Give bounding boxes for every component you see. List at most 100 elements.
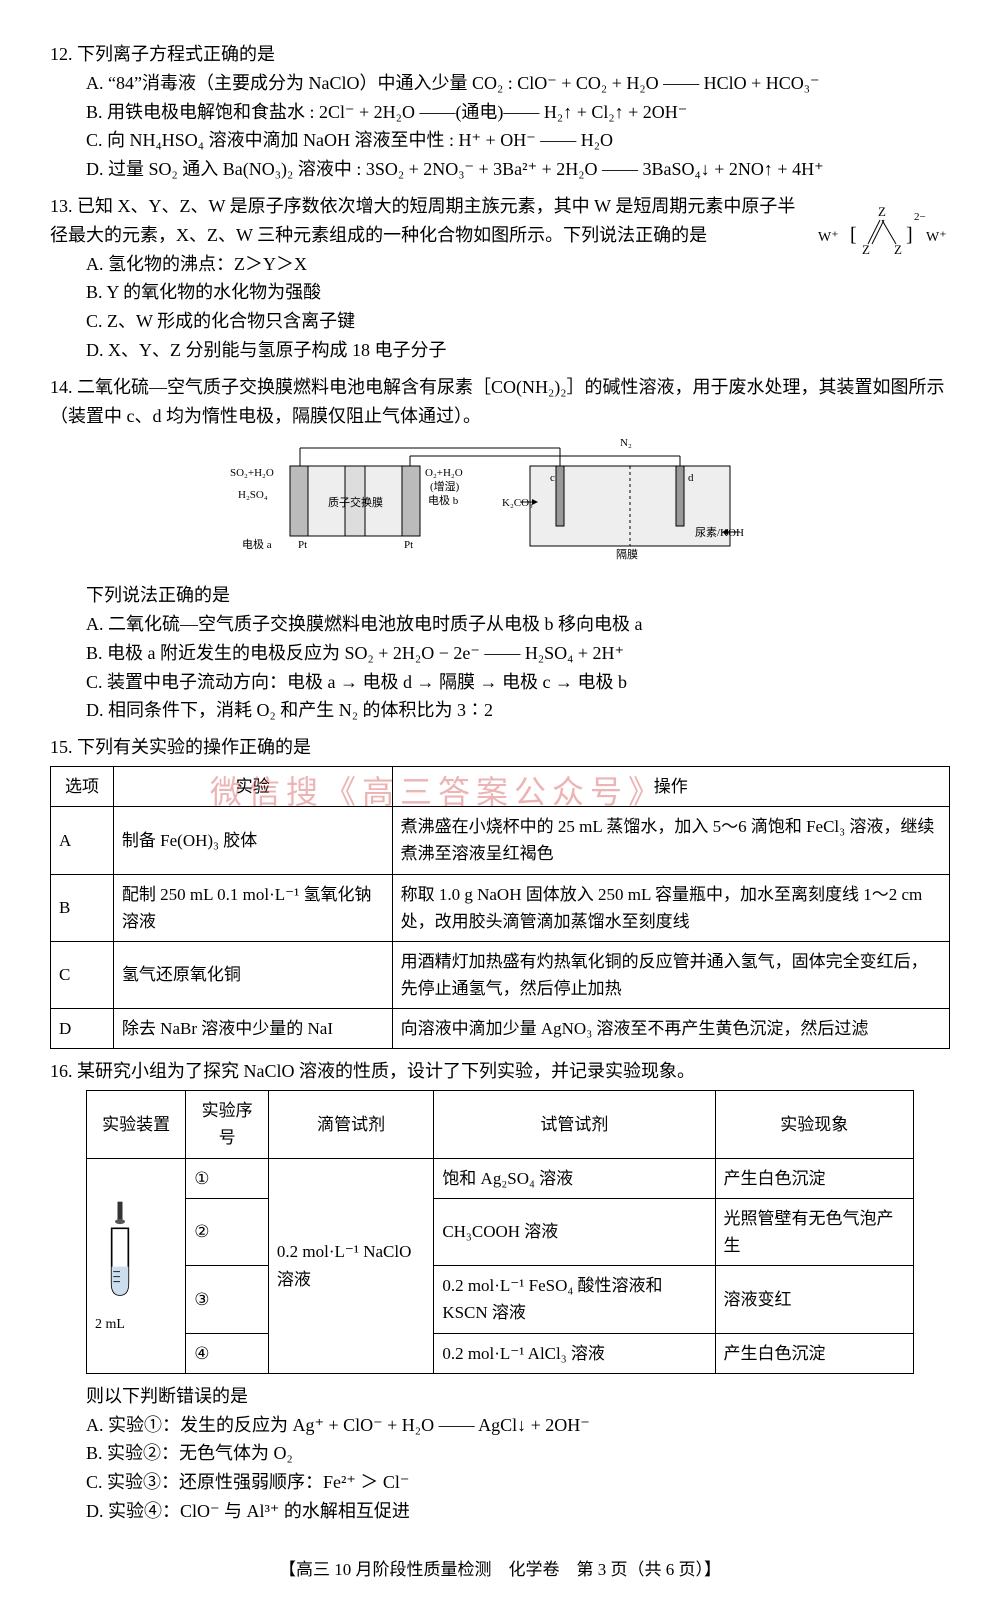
q16-after: 则以下判断错误的是	[50, 1382, 950, 1411]
cell: 0.2 mol·L⁻¹ AlCl₃ 溶液	[434, 1333, 715, 1373]
q13-diagram: W⁺ [ Z Z Z ] 2− W⁺	[810, 196, 950, 285]
q14-opt-d: D. 相同条件下，消耗 O₂ 和产生 N₂ 的体积比为 3∶2	[50, 696, 950, 725]
svg-text:W⁺: W⁺	[818, 230, 839, 245]
q15-stem: 15. 下列有关实验的操作正确的是	[50, 733, 950, 762]
question-16: 16. 某研究小组为了探究 NaClO 溶液的性质，设计了下列实验，并记录实验现…	[50, 1057, 950, 1525]
q14-opt-c: C. 装置中电子流动方向：电极 a → 电极 d → 隔膜 → 电极 c → 电…	[50, 668, 950, 697]
cell: 溶液变红	[715, 1266, 914, 1333]
svg-text:W⁺: W⁺	[926, 230, 947, 245]
cell: 配制 250 mL 0.1 mol·L⁻¹ 氢氧化钠溶液	[113, 874, 392, 941]
svg-text:电极 b: 电极 b	[428, 493, 459, 507]
table-row: 2 mL ① 0.2 mol·L⁻¹ NaClO 溶液 饱和 Ag₂SO₄ 溶液…	[87, 1158, 914, 1198]
q15-h1: 实验	[113, 766, 392, 806]
question-13: W⁺ [ Z Z Z ] 2− W⁺ 13. 已知 X、Y、Z、W 是原子序数依…	[50, 192, 950, 365]
svg-text:Pt: Pt	[298, 539, 307, 551]
page-footer: 【高三 10 月阶段性质量检测 化学卷 第 3 页（共 6 页）】	[50, 1556, 950, 1583]
svg-text:K₂CO₃: K₂CO₃	[502, 497, 533, 509]
q14-opt-a: A. 二氧化硫—空气质子交换膜燃料电池放电时质子从电极 b 移向电极 a	[50, 610, 950, 639]
cell: 称取 1.0 g NaOH 固体放入 250 mL 容量瓶中，加水至离刻度线 1…	[392, 874, 949, 941]
table-row: B 配制 250 mL 0.1 mol·L⁻¹ 氢氧化钠溶液 称取 1.0 g …	[51, 874, 950, 941]
q12-opt-a: A. “84”消毒液（主要成分为 NaClO）中通入少量 CO₂ : ClO⁻ …	[50, 69, 950, 98]
cell: ①	[186, 1158, 269, 1198]
cell: 用酒精灯加热盛有灼热氧化铜的反应管并通入氢气，固体完全变红后，先停止通氢气，然后…	[392, 941, 949, 1008]
q16-h4: 实验现象	[715, 1091, 914, 1158]
q16-apparatus-cell: 2 mL	[87, 1158, 186, 1373]
cell: ③	[186, 1266, 269, 1333]
svg-text:SO₂+H₂O: SO₂+H₂O	[230, 467, 274, 479]
svg-text:H₂SO₄: H₂SO₄	[238, 489, 268, 501]
svg-text:电极 a: 电极 a	[242, 537, 272, 551]
svg-text:(增湿): (增湿)	[430, 479, 460, 493]
q12-opt-c: C. 向 NH₄HSO₄ 溶液中滴加 NaOH 溶液至中性 : H⁺ + OH⁻…	[50, 126, 950, 155]
dropper-reagent: 0.2 mol·L⁻¹ NaClO 溶液	[268, 1158, 433, 1373]
q13-opt-d: D. X、Y、Z 分别能与氢原子构成 18 电子分子	[50, 336, 950, 365]
cell: 光照管壁有无色气泡产生	[715, 1198, 914, 1265]
q16-opt-c: C. 实验③：还原性强弱顺序：Fe²⁺ ＞ Cl⁻	[50, 1468, 950, 1497]
q13-opt-c: C. Z、W 形成的化合物只含离子键	[50, 307, 950, 336]
test-tube-icon	[95, 1195, 145, 1305]
cell: 除去 NaBr 溶液中少量的 NaI	[113, 1009, 392, 1049]
svg-text:2−: 2−	[914, 211, 926, 223]
q16-opt-d: D. 实验④：ClO⁻ 与 Al³⁺ 的水解相互促进	[50, 1497, 950, 1526]
q14-diagram: 质子交换膜 SO₂+H₂O H₂SO₄ 电极 a Pt O₂+H₂O (增湿) …	[50, 436, 950, 575]
svg-text:Z: Z	[894, 242, 902, 257]
svg-text:c: c	[550, 472, 555, 484]
svg-text:[: [	[850, 224, 857, 246]
cell: 氢气还原氧化铜	[113, 941, 392, 1008]
cell: 产生白色沉淀	[715, 1333, 914, 1373]
q15-table: 选项 实验 操作 A 制备 Fe(OH)₃ 胶体 煮沸盛在小烧杯中的 25 mL…	[50, 766, 950, 1050]
dropper-label: 2 mL	[95, 1314, 177, 1336]
q12-opt-d: D. 过量 SO₂ 通入 Ba(NO₃)₂ 溶液中 : 3SO₂ + 2NO₃⁻…	[50, 155, 950, 184]
question-12: 12. 下列离子方程式正确的是 A. “84”消毒液（主要成分为 NaClO）中…	[50, 40, 950, 184]
table-header: 实验装置 实验序号 滴管试剂 试管试剂 实验现象	[87, 1091, 914, 1158]
svg-text:Z: Z	[862, 242, 870, 257]
cell: 向溶液中滴加少量 AgNO₃ 溶液至不再产生黄色沉淀，然后过滤	[392, 1009, 949, 1049]
cell: 0.2 mol·L⁻¹ FeSO₄ 酸性溶液和 KSCN 溶液	[434, 1266, 715, 1333]
q15-h2: 操作	[392, 766, 949, 806]
q16-table: 实验装置 实验序号 滴管试剂 试管试剂 实验现象 2 mL ① 0.2 m	[86, 1090, 914, 1374]
cell: CH₃COOH 溶液	[434, 1198, 715, 1265]
svg-text:质子交换膜: 质子交换膜	[328, 495, 383, 509]
q16-opt-a: A. 实验①：发生的反应为 Ag⁺ + ClO⁻ + H₂O —— AgCl↓ …	[50, 1411, 950, 1440]
svg-text:O₂+H₂O: O₂+H₂O	[425, 467, 463, 479]
q16-h0: 实验装置	[87, 1091, 186, 1158]
table-row: ④ 0.2 mol·L⁻¹ AlCl₃ 溶液 产生白色沉淀	[87, 1333, 914, 1373]
cell: 制备 Fe(OH)₃ 胶体	[113, 807, 392, 874]
svg-text:d: d	[688, 472, 694, 484]
table-header: 选项 实验 操作	[51, 766, 950, 806]
cell: D	[51, 1009, 114, 1049]
q14-after: 下列说法正确的是	[50, 581, 950, 610]
table-row: C 氢气还原氧化铜 用酒精灯加热盛有灼热氧化铜的反应管并通入氢气，固体完全变红后…	[51, 941, 950, 1008]
q16-h3: 试管试剂	[434, 1091, 715, 1158]
q12-opt-b: B. 用铁电极电解饱和食盐水 : 2Cl⁻ + 2H₂O ——(通电)—— H₂…	[50, 98, 950, 127]
q12-stem: 12. 下列离子方程式正确的是	[50, 40, 950, 69]
q16-h2: 滴管试剂	[268, 1091, 433, 1158]
table-row: A 制备 Fe(OH)₃ 胶体 煮沸盛在小烧杯中的 25 mL 蒸馏水，加入 5…	[51, 807, 950, 874]
svg-text:]: ]	[906, 224, 913, 246]
question-15: 15. 下列有关实验的操作正确的是 微信搜《高三答案公众号》 选项 实验 操作 …	[50, 733, 950, 1049]
svg-text:Pt: Pt	[404, 539, 413, 551]
svg-text:Z: Z	[878, 204, 886, 219]
q14-apparatus-icon: 质子交换膜 SO₂+H₂O H₂SO₄ 电极 a Pt O₂+H₂O (增湿) …	[220, 436, 780, 566]
svg-text:N₂: N₂	[620, 437, 632, 449]
cell: C	[51, 941, 114, 1008]
table-row: D 除去 NaBr 溶液中少量的 NaI 向溶液中滴加少量 AgNO₃ 溶液至不…	[51, 1009, 950, 1049]
svg-text:隔膜: 隔膜	[616, 548, 638, 561]
cell: ②	[186, 1198, 269, 1265]
q14-opt-b: B. 电极 a 附近发生的电极反应为 SO₂ + 2H₂O − 2e⁻ —— H…	[50, 639, 950, 668]
cell: 饱和 Ag₂SO₄ 溶液	[434, 1158, 715, 1198]
cell: 煮沸盛在小烧杯中的 25 mL 蒸馏水，加入 5～6 滴饱和 FeCl₃ 溶液，…	[392, 807, 949, 874]
q13-structure-icon: W⁺ [ Z Z Z ] 2− W⁺	[810, 196, 950, 276]
cell: ④	[186, 1333, 269, 1373]
cell: 产生白色沉淀	[715, 1158, 914, 1198]
cell: A	[51, 807, 114, 874]
q14-stem: 14. 二氧化硫—空气质子交换膜燃料电池电解含有尿素［CO(NH₂)₂］的碱性溶…	[50, 373, 950, 431]
table-row: ③ 0.2 mol·L⁻¹ FeSO₄ 酸性溶液和 KSCN 溶液 溶液变红	[87, 1266, 914, 1333]
q16-h1: 实验序号	[186, 1091, 269, 1158]
question-14: 14. 二氧化硫—空气质子交换膜燃料电池电解含有尿素［CO(NH₂)₂］的碱性溶…	[50, 373, 950, 725]
q16-opt-b: B. 实验②：无色气体为 O₂	[50, 1439, 950, 1468]
q15-h0: 选项	[51, 766, 114, 806]
table-row: ② CH₃COOH 溶液 光照管壁有无色气泡产生	[87, 1198, 914, 1265]
q16-stem: 16. 某研究小组为了探究 NaClO 溶液的性质，设计了下列实验，并记录实验现…	[50, 1057, 950, 1086]
cell: B	[51, 874, 114, 941]
